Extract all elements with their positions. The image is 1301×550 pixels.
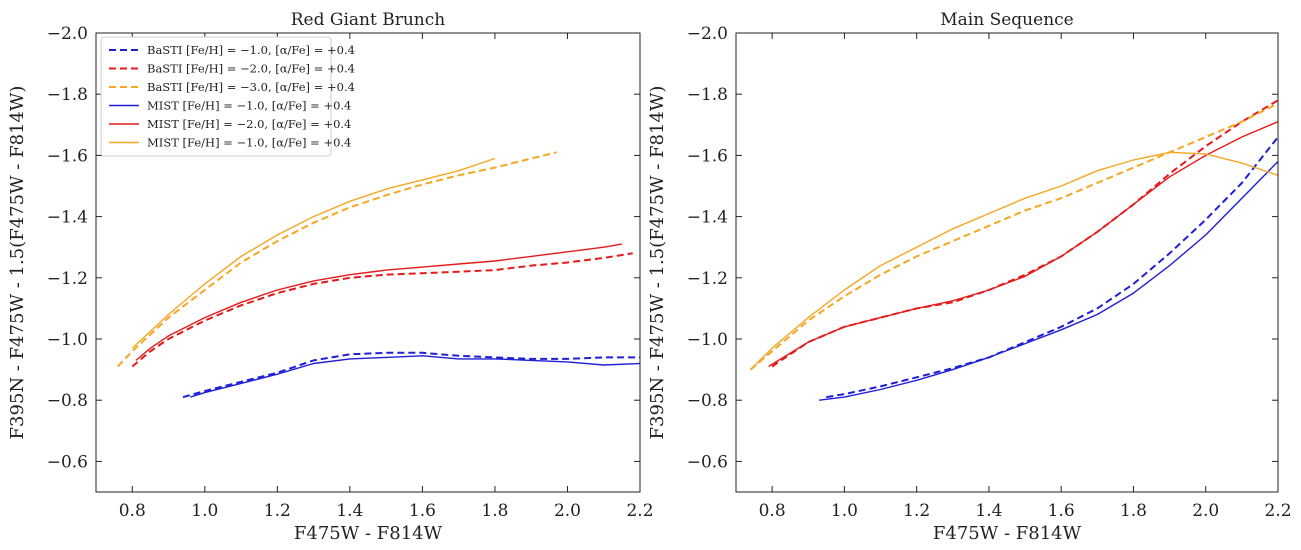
panel-2-y-tick-label: −1.6 <box>687 146 728 166</box>
panel-2-y-tick-label: −0.6 <box>687 452 728 472</box>
panel-2-y-tick-label: −1.4 <box>687 208 728 228</box>
panel-2-y-tick-label: −2.0 <box>687 24 728 44</box>
panel-1-x-tick-label: 1.8 <box>481 501 508 521</box>
panel-1-x-axis-label: F475W - F814W <box>294 523 443 544</box>
panel-2-x-tick-label: 0.8 <box>759 501 786 521</box>
panel-2-x-tick-label: 1.0 <box>831 501 858 521</box>
panel-1-title: Red Giant Brunch <box>291 10 446 30</box>
panel-2-x-tick-label: 1.6 <box>1048 501 1075 521</box>
panel-1-x-tick-label: 1.6 <box>409 501 436 521</box>
panel-2-y-tick-label: −1.8 <box>687 85 728 105</box>
panel-2-title: Main Sequence <box>940 10 1073 30</box>
panel-1-x-tick-label: 0.8 <box>119 501 146 521</box>
panel-1-y-tick-label: −1.2 <box>47 269 88 289</box>
panel-2-series-line-1 <box>826 136 1278 399</box>
panel-2-frame <box>735 32 1279 493</box>
panel-2-x-tick-label: 2.0 <box>1192 501 1219 521</box>
panel-1-series-line-5 <box>135 243 623 361</box>
panel-1-legend-label-1: BaSTI [Fe/H] = −1.0, [α/Fe] = +0.4 <box>147 43 355 57</box>
panel-1: 0.8 1.0 1.2 1.4 1.6 1.8 2.0 2.2 −0.6 −0.8 −1.0 −1.2… <box>7 10 654 544</box>
panel-2-y-axis-label: F395N - F475W - 1.5(F475W - F814W) <box>647 86 668 440</box>
panel-2-x-tick-label: 1.8 <box>1120 501 1147 521</box>
panel-2-series-line-2 <box>771 99 1278 368</box>
panel-1-legend-label-5: MIST [Fe/H] = −2.0, [α/Fe] = +0.4 <box>147 117 351 131</box>
panel-1-y-tick-label: −1.8 <box>47 85 88 105</box>
panel-1-x-tick-label: 2.2 <box>626 501 653 521</box>
panel-2-x-tick-label: 2.2 <box>1264 501 1291 521</box>
panel-1-y-tick-label: −1.6 <box>47 146 88 166</box>
panel-2-series-line-3 <box>749 102 1278 371</box>
panel-2: 0.8 1.0 1.2 1.4 1.6 1.8 2.0 2.2 −0.6 −0.8 −1.0 −1.2… <box>647 10 1292 544</box>
panel-1-legend-label-3: BaSTI [Fe/H] = −3.0, [α/Fe] = +0.4 <box>147 80 355 94</box>
panel-1-legend-label-2: BaSTI [Fe/H] = −2.0, [α/Fe] = +0.4 <box>147 62 355 76</box>
panel-2-y-tick-label: −1.2 <box>687 269 728 289</box>
panel-2-series-line-5 <box>768 121 1278 368</box>
panel-1-y-axis-label: F395N - F475W - 1.5(F475W - F814W) <box>7 86 28 440</box>
panel-2-series <box>749 99 1278 401</box>
panel-1-x-tick-label: 2.0 <box>554 501 581 521</box>
panel-1-x-tick-label: 1.2 <box>264 501 291 521</box>
panel-2-y-tick-label: −0.8 <box>687 391 728 411</box>
panel-1-series-line-1 <box>182 351 640 399</box>
panel-2-x-axis-label: F475W - F814W <box>933 523 1082 544</box>
panel-2-series-line-6 <box>750 151 1278 371</box>
panel-1-series <box>117 151 640 399</box>
panel-1-legend-label-4: MIST [Fe/H] = −1.0, [α/Fe] = +0.4 <box>147 99 351 113</box>
panel-1-y-tick-label: −0.8 <box>47 391 88 411</box>
panel-2-series-line-4 <box>819 161 1278 401</box>
panel-1-y-tick-label: −0.6 <box>47 452 88 472</box>
panel-1-series-line-2 <box>131 252 633 368</box>
panel-1-frame <box>95 32 641 493</box>
panel-1-legend-box <box>100 36 332 157</box>
panel-1-legend-label-6: MIST [Fe/H] = −1.0, [α/Fe] = +0.4 <box>147 136 351 150</box>
panel-1-series-line-4 <box>190 355 640 398</box>
panel-1-legend: BaSTI [Fe/H] = −1.0, [α/Fe] = +0.4 BaSTI … <box>100 36 355 157</box>
panel-1-x-tick-label: 1.0 <box>191 501 218 521</box>
panel-2-y-tick-label: −1.0 <box>687 330 728 350</box>
panel-1-series-line-6 <box>131 157 496 349</box>
panel-1-y-tick-label: −1.0 <box>47 330 88 350</box>
panel-1-y-tick-label: −2.0 <box>47 24 88 44</box>
panel-2-x-tick-label: 1.4 <box>975 501 1002 521</box>
panel-1-series-line-3 <box>117 151 557 368</box>
panel-1-y-tick-label: −1.4 <box>47 208 88 228</box>
panel-1-x-tick-label: 1.4 <box>336 501 363 521</box>
panel-2-x-tick-label: 1.2 <box>903 501 930 521</box>
